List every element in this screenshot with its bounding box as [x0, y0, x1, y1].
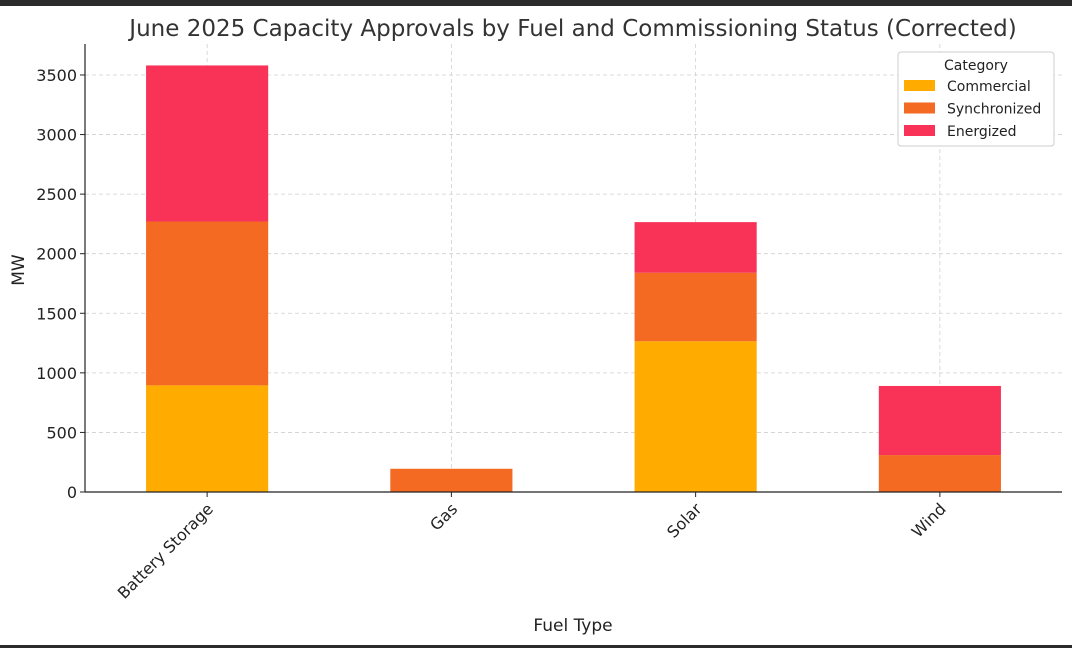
bar-synchronized-battery-storage [146, 221, 269, 386]
y-tick-label: 2000 [36, 245, 77, 264]
top-frame-bar [0, 0, 1072, 6]
chart-title: June 2025 Capacity Approvals by Fuel and… [127, 16, 1016, 42]
x-axis-label: Fuel Type [533, 616, 612, 636]
bar-energized-wind [878, 385, 1001, 456]
y-tick-label: 3000 [36, 126, 77, 145]
bar-synchronized-solar [634, 272, 757, 342]
legend-swatch-commercial [904, 80, 935, 91]
bottom-frame-bar [0, 645, 1072, 648]
y-tick-label: 500 [46, 423, 77, 442]
x-tick-label: Battery Storage [114, 499, 217, 602]
bar-synchronized-wind [878, 455, 1001, 492]
y-axis-label: MW [9, 254, 29, 286]
x-tick-label: Gas [426, 499, 461, 534]
legend-box [897, 51, 1055, 147]
legend-items: Commercial Synchronized Energized [904, 79, 1041, 140]
legend-label-commercial: Commercial [947, 79, 1031, 95]
y-tick-label: 1500 [36, 304, 77, 323]
y-tick-label: 3500 [36, 66, 77, 85]
bar-energized-battery-storage [146, 65, 269, 222]
legend-label-synchronized: Synchronized [947, 102, 1041, 118]
y-tick-label: 0 [67, 483, 77, 502]
bar-energized-solar [634, 222, 757, 273]
bar-commercial-battery-storage [146, 385, 269, 492]
legend: Category Commercial Synchronized Energized [897, 51, 1055, 147]
y-tick-label: 1000 [36, 364, 77, 383]
x-tick-labels: Battery Storage Gas Solar Wind [114, 492, 950, 603]
legend-swatch-synchronized [904, 102, 935, 114]
y-tick-labels: 0 500 1000 1500 2000 2500 3000 3500 [36, 66, 85, 502]
x-tick-label: Wind [908, 499, 950, 541]
legend-swatch-energized [904, 125, 935, 136]
axes [84, 44, 1062, 493]
x-tick-label: Solar [663, 499, 706, 542]
legend-title: Category [944, 58, 1008, 74]
bars [146, 65, 1001, 492]
y-tick-label: 2500 [36, 185, 77, 204]
bar-synchronized-gas [390, 468, 513, 492]
bar-commercial-solar [634, 341, 757, 492]
legend-label-energized: Energized [947, 124, 1016, 140]
